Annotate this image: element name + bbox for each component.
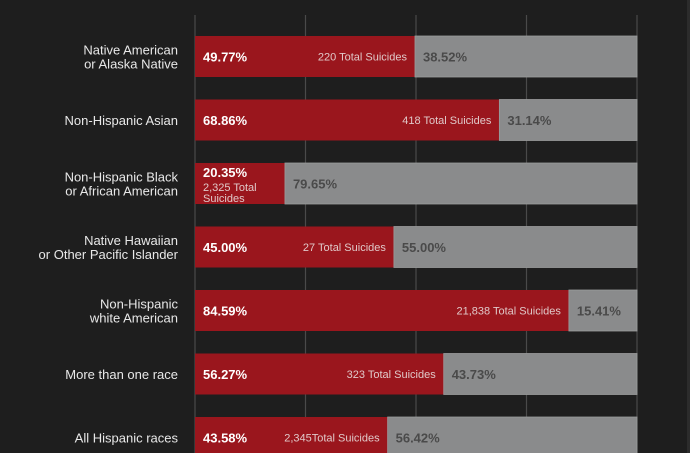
bar-value [195,353,444,395]
total-label: 21,838 Total Suicides [457,306,562,318]
value-label: 56.27% [203,367,248,382]
remainder-label: 56.42% [396,431,441,446]
bar-remainder [393,226,638,268]
total-label: 27 Total Suicides [303,242,386,254]
category-label: or Other Pacific Islander [39,247,179,262]
bar-value [195,417,388,453]
remainder-label: 43.73% [452,367,497,382]
value-label: 45.00% [203,240,248,255]
bar-remainder [568,289,638,332]
value-label: 43.58% [203,431,248,446]
bar-remainder [443,353,638,395]
bar-value [195,36,415,77]
category-label: More than one race [65,367,178,382]
category-label: Native Hawaiian [84,233,178,248]
remainder-label: 15.41% [577,304,622,319]
remainder-label: 55.00% [402,240,447,255]
bar-value [195,163,285,204]
value-label: 68.86% [203,113,248,128]
bar-value [195,226,394,268]
category-label: white American [89,311,178,326]
category-label: or Alaska Native [84,57,178,72]
bar-remainder [498,99,638,141]
remainder-label: 38.52% [423,50,468,65]
value-label: 49.77% [203,50,248,65]
bar-value [195,99,500,141]
value-label: 20.35% [203,165,248,180]
bar-remainder [284,162,638,205]
category-label: or African American [65,184,178,199]
total-label: 323 Total Suicides [347,369,437,381]
total-label: 220 Total Suicides [318,52,408,64]
bar-remainder [414,35,638,78]
right-border [687,0,690,453]
category-label: Non-Hispanic Black [65,170,179,185]
total-label: 418 Total Suicides [402,115,492,127]
remainder-label: 31.14% [507,113,552,128]
total-label: 2,325 Total [203,182,257,194]
remainder-label: 79.65% [293,177,338,192]
category-label: Native American [83,43,178,58]
bar-value [195,290,569,331]
category-label: Non-Hispanic [100,297,179,312]
bar-remainder [387,416,638,453]
category-label: Non-Hispanic Asian [65,113,178,128]
total-label: 2,345Total Suicides [284,433,380,445]
total-label: Suicides [203,193,245,205]
category-label: All Hispanic races [75,431,179,446]
value-label: 84.59% [203,304,248,319]
